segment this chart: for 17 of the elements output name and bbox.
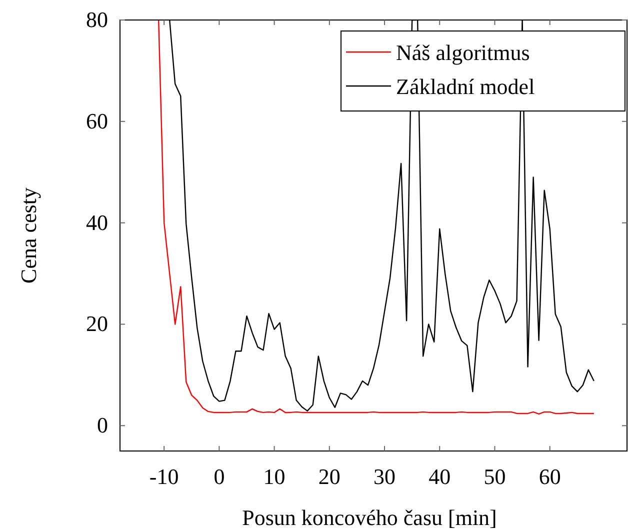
x-tick-label: 40	[428, 464, 451, 489]
y-tick-label: 40	[86, 210, 108, 235]
x-tick-label: 60	[538, 464, 561, 489]
x-axis-title: Posun koncového času [min]	[242, 505, 497, 530]
x-tick-label: 50	[484, 464, 506, 489]
legend-label: Základní model	[396, 74, 535, 99]
x-tick-label: 30	[374, 464, 396, 489]
y-axis-title: Cena cesty	[16, 188, 41, 284]
x-tick-label: 20	[318, 464, 340, 489]
x-tick-label: 0	[214, 464, 225, 489]
y-tick-label: 60	[86, 108, 108, 134]
y-tick-label: 80	[86, 7, 108, 32]
y-tick-label: 0	[97, 412, 108, 438]
x-tick-label: 10	[263, 464, 286, 489]
legend-label: Náš algoritmus	[396, 40, 530, 65]
x-tick-label: -10	[149, 464, 179, 489]
y-tick-label: 20	[86, 311, 108, 336]
